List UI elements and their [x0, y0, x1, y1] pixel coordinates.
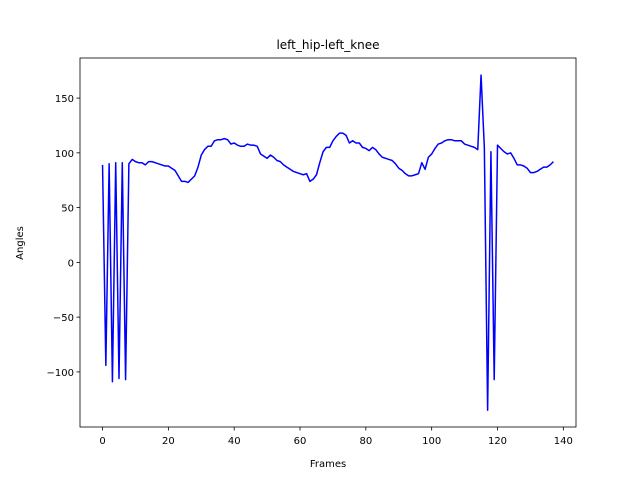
y-tick-label: 100 [55, 149, 74, 160]
plot-frame [79, 57, 577, 428]
x-tick-label: 140 [554, 436, 573, 447]
y-tick-label: −100 [47, 368, 74, 379]
y-tick-label: 50 [61, 204, 74, 215]
x-tick-label: 0 [99, 436, 105, 447]
x-tick-label: 20 [162, 436, 175, 447]
x-tick-label: 60 [294, 436, 307, 447]
y-axis-label: Angles [15, 226, 26, 260]
x-tick-label: 120 [488, 436, 507, 447]
y-tick-label: 150 [55, 94, 74, 105]
x-tick-label: 40 [228, 436, 241, 447]
x-axis-label: Frames [310, 459, 346, 470]
y-tick-label: 0 [68, 258, 74, 269]
chart-title: left_hip-left_knee [276, 38, 379, 52]
data-line [101, 74, 554, 411]
x-tick-label: 100 [422, 436, 441, 447]
y-tick-label: −50 [53, 313, 74, 324]
x-tick-label: 80 [359, 436, 372, 447]
